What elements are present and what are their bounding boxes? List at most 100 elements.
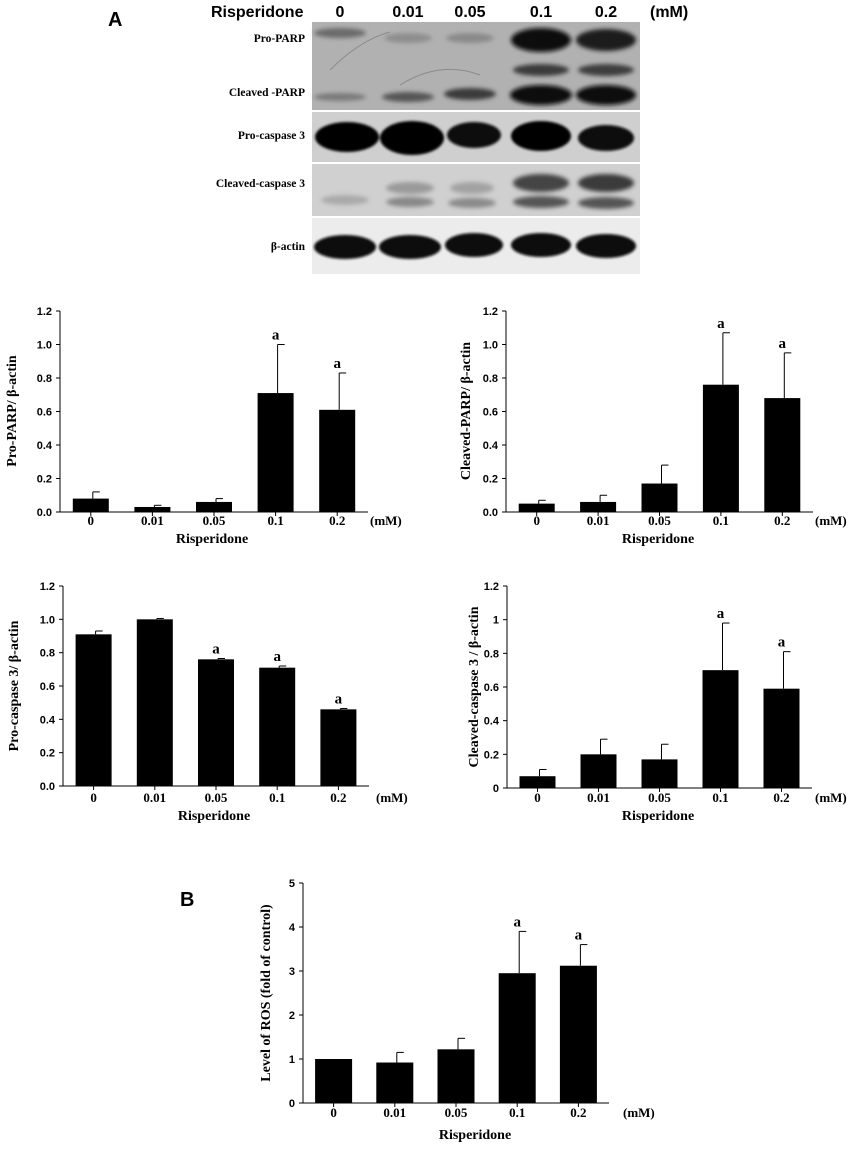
significance-label: a xyxy=(778,635,786,651)
bar xyxy=(134,506,171,512)
bar xyxy=(437,1049,475,1103)
x-tick-label: 0.2 xyxy=(329,513,345,528)
blot-row-label-beta-actin: β-actin xyxy=(271,241,306,253)
x-tick-label: 0.01 xyxy=(587,513,610,528)
bar xyxy=(198,659,234,786)
x-tick-label: 0.05 xyxy=(203,513,226,528)
x-tick-label: 0.01 xyxy=(587,790,610,805)
significance-label: a xyxy=(273,649,281,665)
bar xyxy=(315,1059,353,1103)
y-tick-label: 0.4 xyxy=(483,440,499,452)
y-tick-label: 0.6 xyxy=(40,681,55,693)
x-tick-label: 0.2 xyxy=(774,513,790,528)
y-tick-label: 1.0 xyxy=(37,340,52,352)
y-tick-label: 0.4 xyxy=(484,716,500,728)
y-tick-label: 0.8 xyxy=(483,373,498,385)
chart-5: 0 1 2 3 4 5 0 0.01 0.05 0.1 a 0.2 a (mM) Risperidone Le… xyxy=(259,878,655,1143)
y-tick-label: 4 xyxy=(289,922,296,934)
y-tick-label: 1.0 xyxy=(483,340,498,352)
x-unit-label: (mM) xyxy=(370,513,402,528)
x-tick-label: 0.01 xyxy=(143,790,166,805)
y-tick-label: 1.2 xyxy=(484,581,499,593)
y-tick-label: 1.0 xyxy=(40,614,55,626)
bar xyxy=(702,384,739,512)
bar xyxy=(320,709,357,786)
x-tick-label: 0 xyxy=(533,513,540,528)
x-tick-label: 0.01 xyxy=(383,1105,406,1120)
y-axis-title: Pro-PARP/ β-actin xyxy=(5,355,20,467)
significance-label: a xyxy=(717,316,725,332)
x-tick-label: 0 xyxy=(88,513,95,528)
y-tick-label: 3 xyxy=(289,966,295,978)
blot-header-label: Risperidone xyxy=(211,4,304,21)
y-tick-label: 1 xyxy=(493,615,499,627)
y-tick-label: 1.2 xyxy=(483,306,498,318)
y-tick-label: 1.2 xyxy=(37,306,52,318)
y-tick-label: 1 xyxy=(289,1054,295,1066)
chart-4: 0 0.2 0.4 0.6 0.8 1 1.2 0 0.01 0.05 0.1 a 0.2 a (mM) Ri… xyxy=(467,581,847,824)
y-tick-label: 0.8 xyxy=(484,648,499,660)
bar xyxy=(136,619,173,786)
bar xyxy=(319,409,356,512)
x-tick-label: 0.1 xyxy=(267,513,283,528)
blot-row-label-cleaved-caspase-3: Cleaved-caspase 3 xyxy=(216,178,305,190)
chart-1: 0.0 0.2 0.4 0.6 0.8 1.0 1.2 0 0.01 0.05 0.1 a 0.2 a (m… xyxy=(5,306,402,547)
blot-conc-2: 0.05 xyxy=(454,4,485,21)
y-tick-label: 0.2 xyxy=(40,748,55,760)
x-axis-title: Risperidone xyxy=(176,532,248,547)
y-tick-label: 1.2 xyxy=(40,581,55,593)
significance-label: a xyxy=(575,928,583,944)
chart-2: 0.0 0.2 0.4 0.6 0.8 1.0 1.2 0 0.01 0.05 0.1 a 0.2 a (m… xyxy=(459,306,847,547)
bar xyxy=(259,667,296,786)
bar xyxy=(498,973,536,1103)
bar xyxy=(376,1062,414,1103)
x-axis-title: Risperidone xyxy=(622,809,694,824)
significance-label: a xyxy=(212,642,220,658)
x-unit-label: (mM) xyxy=(815,513,847,528)
blot-row-label-pro-caspase-3: Pro-caspase 3 xyxy=(238,130,305,142)
bar xyxy=(763,688,800,788)
bar-charts: 0.00.20.40.60.81.01.20 0.01 0.05 0.1a0.2a(m… xyxy=(5,306,847,1143)
bar xyxy=(559,965,597,1103)
significance-label: a xyxy=(717,606,725,622)
bar xyxy=(580,754,617,788)
bar xyxy=(196,501,232,512)
x-axis-title: Risperidone xyxy=(178,809,250,824)
bar xyxy=(702,670,739,788)
y-axis-title: Pro-caspase 3/ β-actin xyxy=(7,620,22,751)
y-tick-label: 0.0 xyxy=(40,781,55,793)
blot-conc-1: 0.01 xyxy=(392,4,423,21)
x-tick-label: 0 xyxy=(534,790,541,805)
bar xyxy=(519,776,556,788)
x-tick-label: 0.05 xyxy=(648,790,671,805)
significance-label: a xyxy=(513,914,521,930)
y-tick-label: 5 xyxy=(289,878,295,890)
x-tick-label: 0.05 xyxy=(205,790,228,805)
y-tick-label: 0.2 xyxy=(37,474,52,486)
x-tick-label: 0 xyxy=(90,790,97,805)
blot-conc-0: 0 xyxy=(336,4,345,21)
bar xyxy=(641,759,678,788)
x-tick-label: 0.05 xyxy=(648,513,671,528)
x-tick-label: 0.1 xyxy=(713,513,729,528)
bar xyxy=(641,483,678,512)
x-axis-title: Risperidone xyxy=(622,532,694,547)
x-tick-label: 0.1 xyxy=(509,1105,525,1120)
y-tick-label: 0.4 xyxy=(40,714,56,726)
blot-row-label-cleaved-parp: Cleaved -PARP xyxy=(229,87,305,99)
y-axis-title: Cleaved-caspase 3 / β-actin xyxy=(467,606,482,767)
x-unit-label: (mM) xyxy=(623,1105,655,1120)
y-tick-label: 0.8 xyxy=(37,373,52,385)
chart-3: 0.0 0.2 0.4 0.6 0.8 1.0 1.2 0 0.01 0.05 a 0.1 a 0.2 a (… xyxy=(7,581,408,824)
y-tick-label: 0.0 xyxy=(483,507,498,519)
y-tick-label: 0.0 xyxy=(37,507,52,519)
significance-label: a xyxy=(272,328,280,344)
y-tick-label: 0 xyxy=(493,783,499,795)
significance-label: a xyxy=(779,336,787,352)
y-axis-title: Cleaved-PARP/ β-actin xyxy=(459,342,474,480)
y-tick-label: 0.4 xyxy=(37,440,53,452)
panel-b-label: B xyxy=(180,889,194,911)
x-tick-label: 0.1 xyxy=(269,790,285,805)
x-tick-label: 0.1 xyxy=(712,790,728,805)
